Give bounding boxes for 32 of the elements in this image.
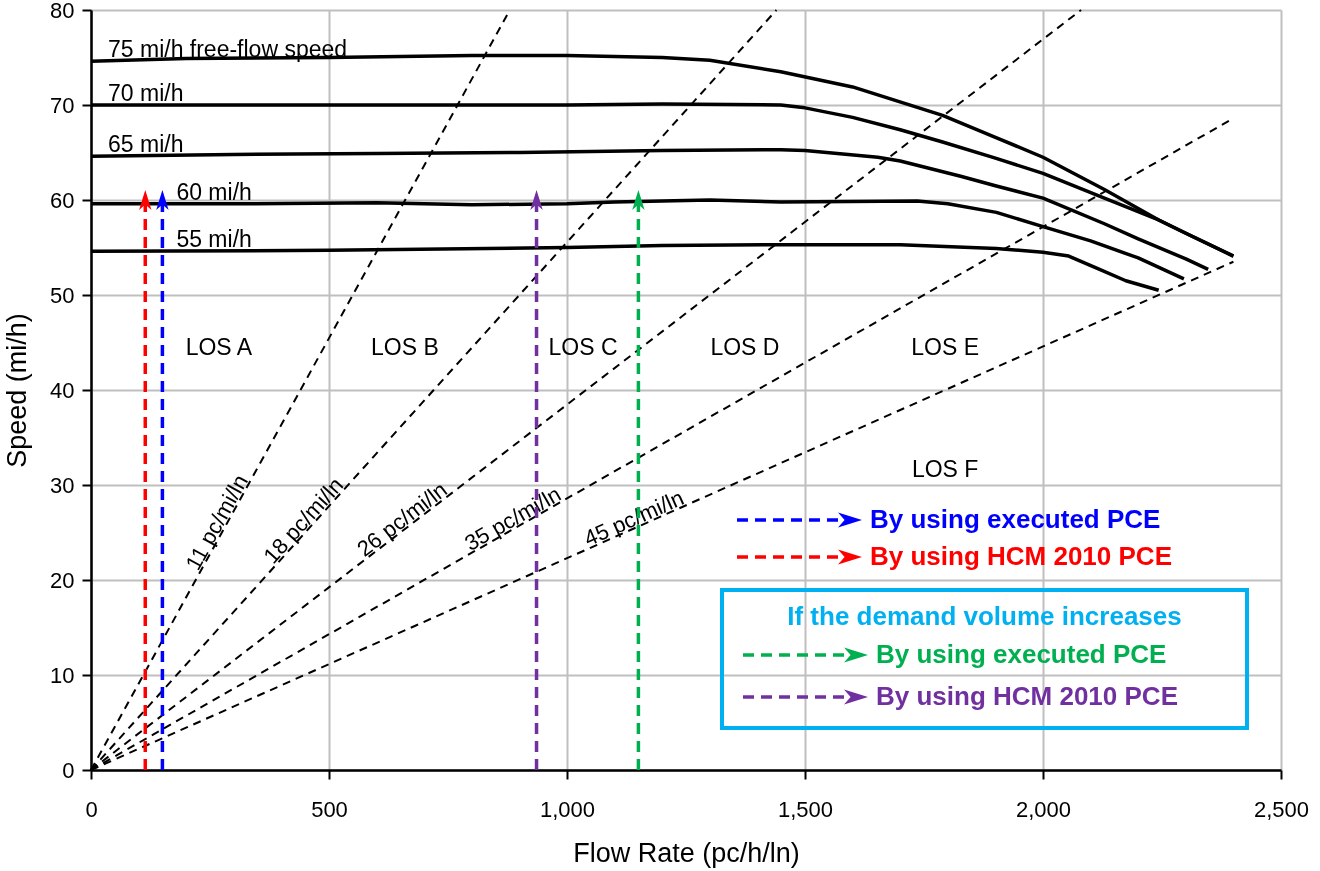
- y-tick-label: 50: [50, 282, 75, 308]
- x-tick-label: 2,500: [1253, 796, 1310, 822]
- x-tick-label: 500: [311, 796, 348, 822]
- series-label: 65 mi/h: [108, 131, 184, 158]
- x-axis-title: Flow Rate (pc/h/ln): [573, 837, 800, 868]
- legend-label: By using HCM 2010 PCE: [870, 541, 1172, 571]
- x-tick-label: 0: [85, 796, 98, 822]
- y-tick-label: 30: [50, 472, 75, 498]
- y-tick-label: 70: [50, 92, 75, 118]
- annotation: LOS F: [911, 455, 979, 482]
- annotation: LOS A: [185, 334, 253, 361]
- x-tick-label: 1,500: [777, 796, 834, 822]
- y-tick-label: 60: [50, 187, 75, 213]
- annotation: LOS B: [370, 334, 439, 361]
- x-tick-label: 1,000: [539, 796, 596, 822]
- legend-label: By using HCM 2010 PCE: [876, 681, 1178, 711]
- y-tick-label: 20: [50, 567, 75, 593]
- series-label: 60 mi/h: [176, 178, 252, 205]
- legend-title: If the demand volume increases: [787, 601, 1182, 631]
- x-tick-label: 2,000: [1015, 796, 1072, 822]
- y-tick-label: 40: [50, 377, 75, 403]
- annotation: LOS C: [548, 334, 618, 361]
- legend-label: By using executed PCE: [870, 504, 1161, 534]
- y-tick-label: 80: [50, 0, 75, 23]
- annotation: LOS D: [710, 334, 780, 361]
- y-tick-label: 0: [62, 757, 75, 783]
- annotation: LOS E: [911, 334, 980, 361]
- legend-label: By using executed PCE: [876, 639, 1167, 669]
- series-label: 55 mi/h: [176, 226, 252, 253]
- series-label: 70 mi/h: [108, 80, 184, 106]
- y-axis-title: Speed (mi/h): [2, 313, 33, 468]
- y-tick-label: 10: [50, 662, 75, 688]
